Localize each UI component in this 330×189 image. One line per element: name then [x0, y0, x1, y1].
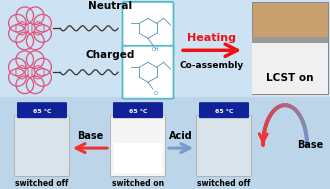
Text: switched off: switched off	[197, 179, 251, 187]
Text: Base: Base	[297, 140, 323, 150]
Text: OH: OH	[152, 47, 160, 52]
FancyBboxPatch shape	[113, 102, 163, 118]
FancyBboxPatch shape	[122, 2, 174, 55]
FancyBboxPatch shape	[199, 102, 249, 118]
Text: 65 °C: 65 °C	[33, 109, 51, 114]
Bar	[114, 143, 162, 173]
Text: Acid: Acid	[169, 131, 193, 141]
FancyBboxPatch shape	[122, 46, 174, 99]
Bar	[0, 97, 330, 189]
Text: switched off: switched off	[15, 179, 69, 187]
FancyBboxPatch shape	[111, 116, 166, 177]
Text: 65 °C: 65 °C	[129, 109, 147, 114]
Text: Charged: Charged	[85, 50, 135, 60]
FancyArrowPatch shape	[183, 44, 237, 56]
Bar	[252, 41, 328, 94]
Text: 65 °C: 65 °C	[215, 109, 233, 114]
FancyBboxPatch shape	[196, 116, 251, 177]
FancyBboxPatch shape	[17, 102, 67, 118]
Text: Neutral: Neutral	[88, 1, 132, 11]
Text: O⁻: O⁻	[154, 91, 160, 96]
Bar	[252, 37, 328, 43]
Text: Base: Base	[77, 131, 103, 141]
FancyBboxPatch shape	[15, 116, 70, 177]
Bar	[0, 0, 330, 97]
Text: Heating: Heating	[187, 33, 237, 43]
Bar	[252, 2, 328, 94]
Text: Co-assembly: Co-assembly	[180, 61, 244, 70]
Text: switched on: switched on	[112, 179, 164, 187]
Text: LCST on: LCST on	[266, 73, 314, 83]
